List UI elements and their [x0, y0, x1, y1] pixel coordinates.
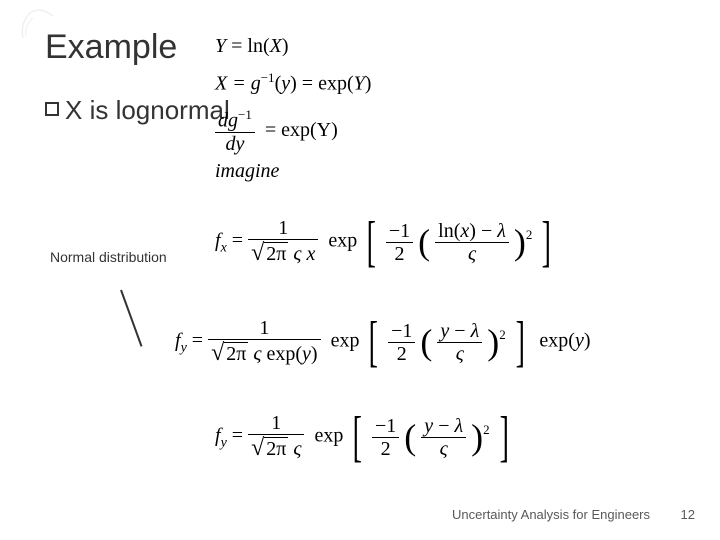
equation-fy-simplified: fy = 1 2π ς exp [ −1 2 ( y − λ ς )2 ]	[215, 405, 513, 469]
annotation-pointer-line	[120, 290, 142, 347]
text-imagine: imagine	[215, 160, 279, 183]
equation-fy-exp: fy = 1 2π ς exp(y) exp [ −1 2 ( y − λ ς …	[175, 310, 591, 374]
bullet-marker	[45, 102, 59, 116]
footer-text: Uncertainty Analysis for Engineers	[452, 507, 650, 522]
equation-x-ginv: X = g−1(y) = exp(Y)	[215, 70, 371, 96]
slide-container: Example X is lognormal Normal distributi…	[0, 0, 720, 540]
bullet-lognormal: X is lognormal	[45, 95, 230, 126]
equation-dginv-dy: dg−1 dy = exp(Y)	[215, 108, 338, 155]
equation-fx: fx = 1 2π ς x exp [ −1 2 ( ln(x) − λ ς )…	[215, 210, 556, 274]
slide-title: Example	[45, 28, 177, 67]
bullet-text: X is lognormal	[65, 95, 230, 125]
page-number: 12	[681, 507, 695, 522]
annotation-normal-dist: Normal distribution	[50, 248, 167, 266]
equation-y-lnx: Y = ln(X)	[215, 35, 289, 58]
